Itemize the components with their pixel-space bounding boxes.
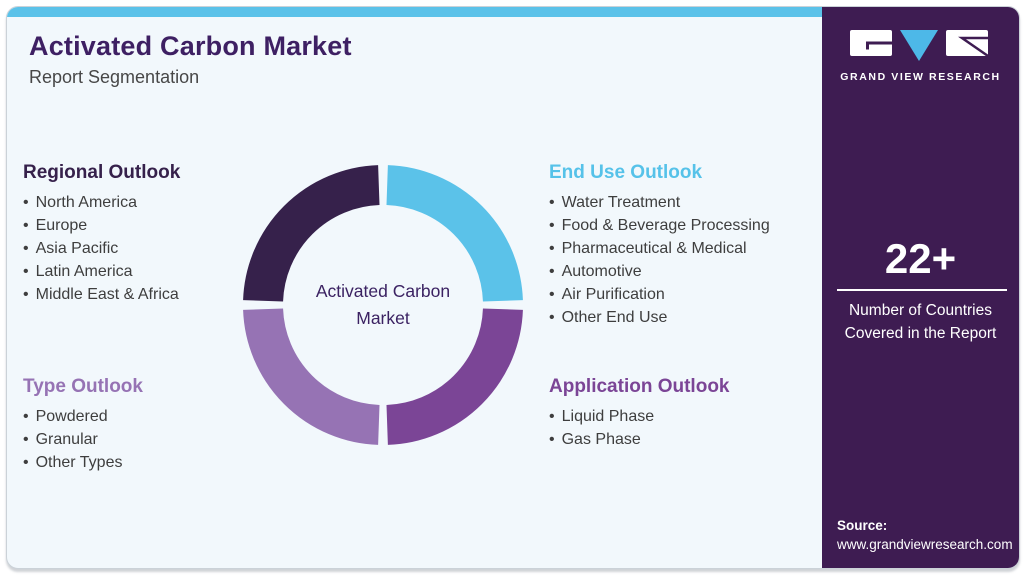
donut-segment-application: [385, 307, 523, 445]
brand-logo: GRAND VIEW RESEARCH: [822, 29, 1019, 83]
bullet-icon: •: [549, 408, 555, 425]
list-item: • Middle East & Africa: [23, 283, 323, 306]
top-accent-bar: [7, 7, 822, 17]
bullet-icon: •: [549, 194, 555, 211]
list-item: • Air Purification: [549, 283, 849, 306]
end-use-outlook-heading: End Use Outlook: [549, 162, 703, 183]
list-item: • Water Treatment: [549, 191, 849, 214]
bullet-icon: •: [549, 240, 555, 257]
regional-outlook-heading: Regional Outlook: [23, 162, 181, 183]
header: Activated Carbon Market Report Segmentat…: [29, 31, 352, 88]
bullet-icon: •: [23, 286, 29, 303]
segmentation-donut-chart: Activated Carbon Market: [238, 160, 528, 450]
gvr-logo-icon: [849, 30, 989, 61]
section-application-outlook: Application Outlook • Liquid Phase • Gas Ph…: [549, 376, 849, 451]
list-item: • Granular: [23, 428, 323, 451]
source-url: www.grandviewresearch.com: [837, 537, 1013, 552]
list-item: • North America: [23, 191, 323, 214]
infographic-card: Activated Carbon Market Report Segmentat…: [6, 6, 1020, 569]
bullet-icon: •: [23, 408, 29, 425]
end-use-outlook-list: • Water Treatment • Food & Beverage Process…: [549, 191, 849, 329]
list-item: • Europe: [23, 214, 323, 237]
bullet-icon: •: [23, 454, 29, 471]
countries-stat: 22+ Number of Countries Covered in the R…: [822, 235, 1019, 345]
source-block: Source: www.grandviewresearch.com: [837, 518, 1013, 552]
list-item: • Pharmaceutical & Medical: [549, 237, 849, 260]
application-outlook-list: • Liquid Phase • Gas Phase: [549, 405, 849, 451]
donut-rings: [243, 165, 523, 445]
list-item: • Food & Beverage Processing: [549, 214, 849, 237]
bullet-icon: •: [549, 431, 555, 448]
regional-outlook-list: • North America • Europe • Asia Pacific • Latin…: [23, 191, 323, 306]
bullet-icon: •: [549, 309, 555, 326]
donut-center-label: Activated Carbon Market: [315, 280, 451, 328]
section-type-outlook: Type Outlook • Powdered • Granular • Other Ty…: [23, 376, 323, 474]
list-item: • Gas Phase: [549, 428, 849, 451]
stat-divider: [837, 289, 1007, 291]
donut-segment-type: [243, 307, 381, 445]
brand-name: GRAND VIEW RESEARCH: [840, 71, 1001, 83]
donut-segment-end-use: [385, 165, 523, 303]
list-item: • Asia Pacific: [23, 237, 323, 260]
list-item: • Latin America: [23, 260, 323, 283]
bullet-icon: •: [23, 194, 29, 211]
bullet-icon: •: [23, 240, 29, 257]
bullet-icon: •: [549, 286, 555, 303]
bullet-icon: •: [549, 263, 555, 280]
source-label: Source:: [837, 518, 888, 533]
section-end-use-outlook: End Use Outlook • Water Treatment • Food & …: [549, 162, 849, 329]
bullet-icon: •: [23, 431, 29, 448]
list-item: • Automotive: [549, 260, 849, 283]
bullet-icon: •: [23, 263, 29, 280]
page-title: Activated Carbon Market: [29, 31, 352, 61]
bullet-icon: •: [549, 217, 555, 234]
type-outlook-heading: Type Outlook: [23, 376, 143, 397]
list-item: • Other End Use: [549, 306, 849, 329]
list-item: • Other Types: [23, 451, 323, 474]
list-item: • Powdered: [23, 405, 323, 428]
application-outlook-heading: Application Outlook: [549, 376, 730, 397]
sidebar: GRAND VIEW RESEARCH 22+ Number of Countr…: [822, 7, 1019, 568]
stat-value: 22+: [884, 235, 957, 282]
donut-segment-regional: [243, 165, 381, 303]
type-outlook-list: • Powdered • Granular • Other Types: [23, 405, 323, 474]
stat-caption: Number of Countries Covered in the Repor…: [844, 302, 997, 342]
bullet-icon: •: [23, 217, 29, 234]
page-subtitle: Report Segmentation: [29, 67, 200, 87]
list-item: • Liquid Phase: [549, 405, 849, 428]
section-regional-outlook: Regional Outlook • North America • Europe • A…: [23, 162, 323, 306]
